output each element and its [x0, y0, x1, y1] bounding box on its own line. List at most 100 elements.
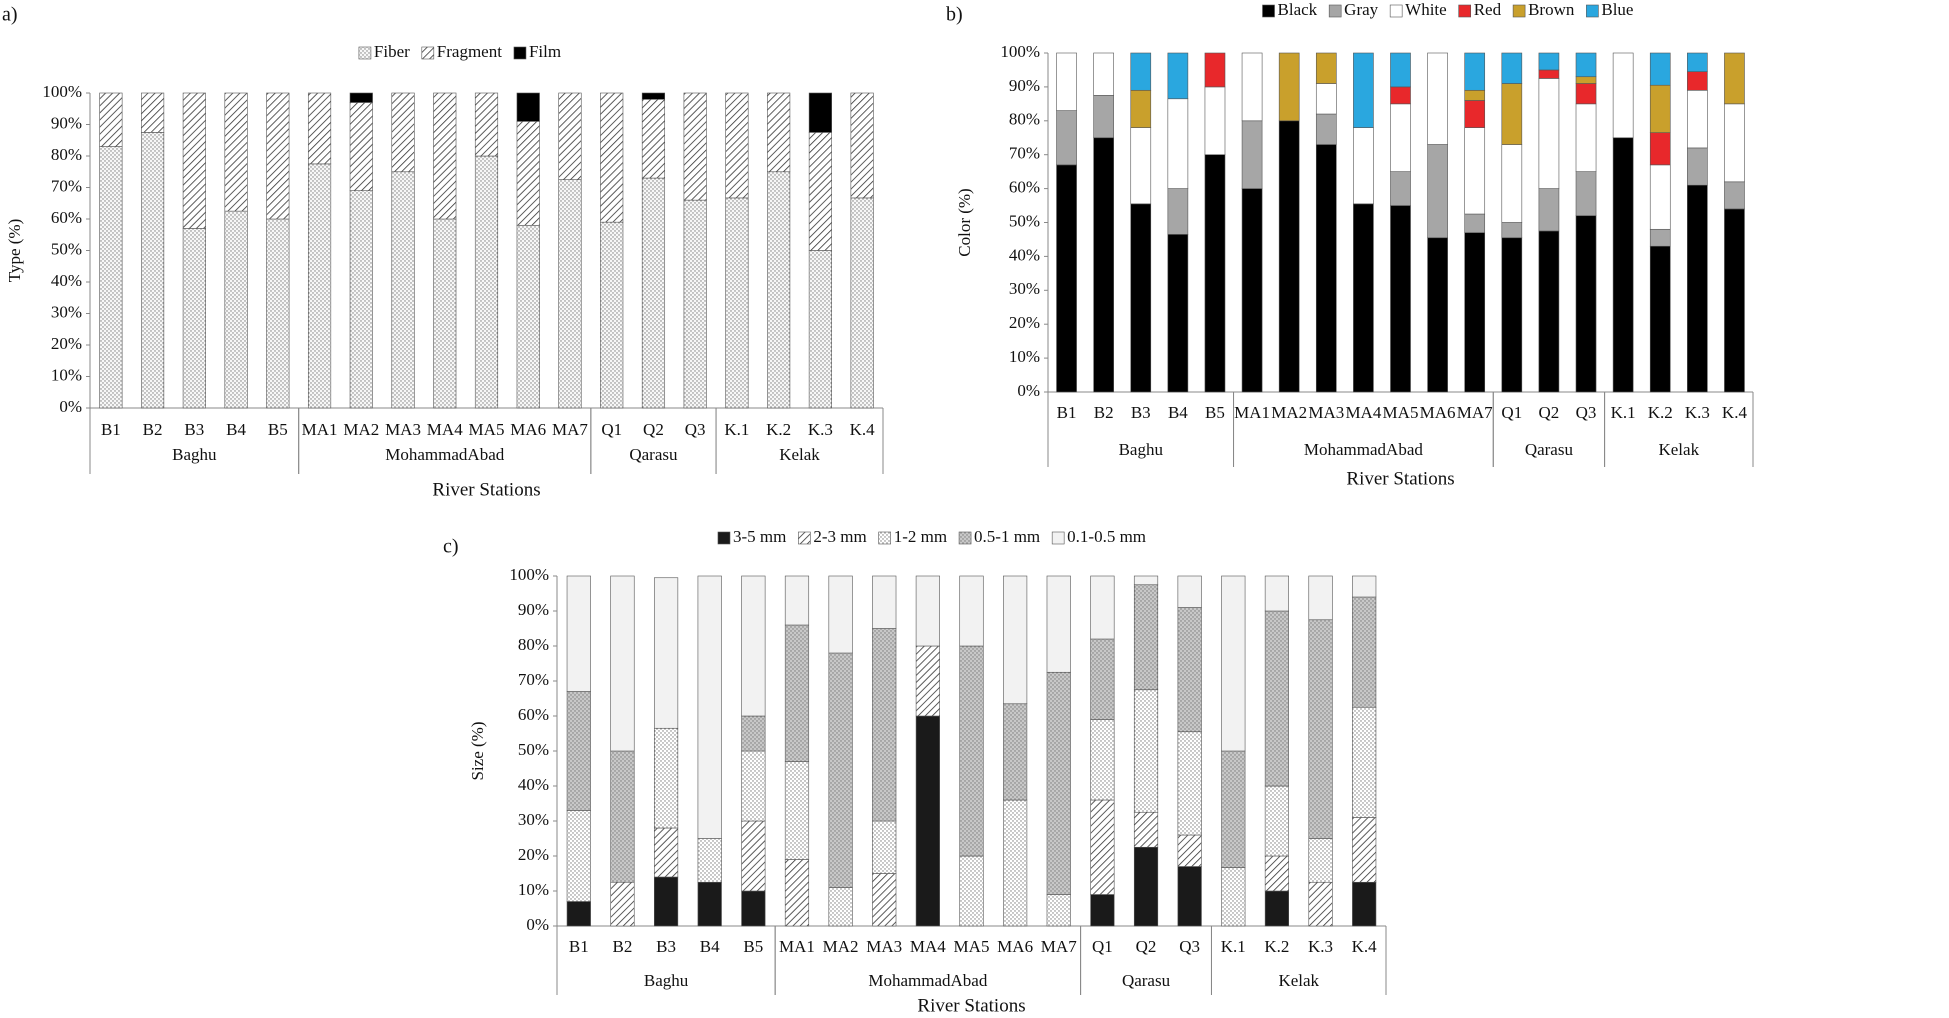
bar-segment — [558, 92, 582, 180]
bar-segment — [1167, 52, 1189, 100]
y-tick-label: 90% — [51, 113, 82, 132]
legend-swatch — [1051, 531, 1065, 545]
bar-segment — [1649, 245, 1671, 393]
x-tick-label: B1 — [569, 937, 589, 956]
bar-segment — [1390, 103, 1411, 172]
panel-label: b) — [946, 4, 963, 26]
x-tick-label: B1 — [1057, 403, 1077, 422]
legend-swatch — [1389, 4, 1403, 18]
y-tick-label: 90% — [518, 600, 549, 619]
bar-segment — [1167, 188, 1189, 235]
bar-segment — [741, 575, 766, 717]
legend-swatch — [358, 46, 372, 60]
bar-segment — [697, 838, 722, 883]
bar-segment — [1315, 52, 1337, 84]
bar-segment — [1649, 52, 1671, 86]
group-label: Qarasu — [1525, 440, 1574, 459]
x-tick-label: MA3 — [866, 937, 902, 956]
bar-segment — [784, 624, 810, 762]
x-tick-label: Q2 — [643, 420, 664, 439]
bar-segment — [1204, 52, 1226, 88]
bar-segment — [641, 177, 666, 409]
legend-label: Black — [1278, 0, 1318, 19]
legend-label: Red — [1474, 0, 1502, 19]
x-tick-label: MA7 — [1457, 403, 1493, 422]
bar-segment — [1090, 575, 1115, 640]
bar-segment — [1501, 144, 1523, 223]
bar-segment — [516, 121, 540, 226]
bar-segment — [1133, 689, 1159, 813]
bar-segment — [1575, 215, 1597, 393]
bar-segment — [850, 197, 874, 409]
bar-segment — [1464, 127, 1486, 215]
bar-segment — [1724, 181, 1745, 210]
legend-swatch — [1262, 4, 1275, 18]
legend-label: Brown — [1528, 0, 1575, 19]
bar-segment — [474, 92, 499, 157]
bar-segment — [182, 92, 206, 229]
legend-swatch — [1586, 4, 1599, 18]
x-tick-label: K.4 — [1722, 403, 1748, 422]
bar-segment — [653, 876, 679, 927]
bar-segment — [828, 652, 853, 888]
bar-segment — [1264, 890, 1290, 927]
bar-segment — [1538, 230, 1560, 393]
bar-segment — [1390, 171, 1411, 206]
bar-segment — [741, 890, 766, 927]
x-tick-label: MA5 — [469, 420, 505, 439]
group-label: Baghu — [1119, 440, 1164, 459]
x-tick-label: K.1 — [724, 420, 749, 439]
x-tick-label: MA2 — [823, 937, 859, 956]
bar-segment — [1177, 575, 1202, 608]
bar-segment — [1687, 52, 1708, 72]
group-label: MohammadAbad — [868, 971, 987, 990]
bar-segment — [741, 750, 766, 822]
legend-label: Film — [529, 42, 561, 61]
bar-segment — [1464, 100, 1486, 128]
bar-segment — [1056, 110, 1077, 166]
x-tick-label: B3 — [1131, 403, 1151, 422]
bar-segment — [653, 827, 679, 878]
y-tick-label: 40% — [518, 775, 549, 794]
y-tick-label: 10% — [518, 880, 549, 899]
group-label: Baghu — [644, 971, 689, 990]
bar-segment — [1427, 237, 1448, 393]
bar-segment — [141, 132, 165, 409]
x-tick-label: K.4 — [850, 420, 876, 439]
bar-segment — [1278, 120, 1300, 393]
bar-segment — [1264, 610, 1290, 787]
y-tick-label: 80% — [1009, 110, 1040, 129]
x-axis-title: River Stations — [1346, 468, 1454, 489]
bar-segment — [959, 855, 984, 927]
bar-segment — [566, 691, 591, 811]
bar-segment — [1464, 89, 1486, 101]
legend-label: Gray — [1344, 0, 1378, 19]
x-tick-label: K.2 — [766, 420, 791, 439]
group-label: Qarasu — [629, 445, 678, 464]
x-tick-label: K.1 — [1221, 937, 1246, 956]
bar-segment — [1133, 575, 1159, 586]
bar-segment — [307, 92, 332, 165]
x-tick-label: K.2 — [1264, 937, 1289, 956]
group-label: MohammadAbad — [385, 445, 504, 464]
bar-segment — [1687, 89, 1708, 149]
bar-segment — [1464, 52, 1486, 91]
legend-swatch — [878, 531, 891, 545]
bar-segment — [610, 750, 635, 883]
x-tick-label: MA6 — [510, 420, 546, 439]
y-tick-label: 40% — [1009, 245, 1040, 264]
bar-segment — [1090, 719, 1115, 801]
bar-segment — [959, 645, 984, 857]
bar-segment — [1501, 237, 1523, 393]
legend-label: White — [1405, 0, 1447, 19]
bar-segment — [1090, 894, 1115, 927]
bar-segment — [1427, 144, 1448, 239]
y-tick-label: 100% — [1000, 42, 1040, 61]
bar-segment — [1538, 188, 1560, 232]
bar-segment — [1308, 619, 1333, 839]
bar-segment — [266, 92, 290, 220]
bar-segment — [1204, 154, 1226, 393]
y-tick-label: 10% — [1009, 347, 1040, 366]
bar-segment — [808, 132, 832, 251]
y-tick-label: 50% — [51, 239, 82, 258]
